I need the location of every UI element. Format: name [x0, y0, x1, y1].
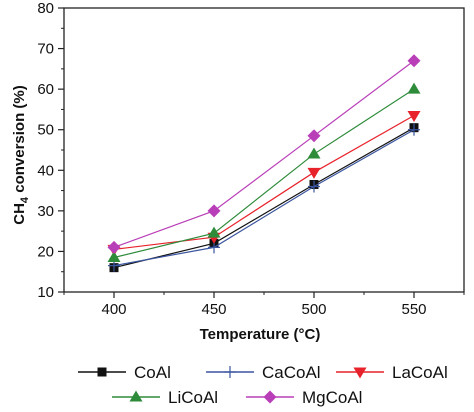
legend-item-coal: CoAl [78, 363, 171, 382]
series-line-licoal [113, 88, 415, 259]
axis-labels: Temperature (°C) CH4 conversion (%) [11, 85, 320, 343]
legend-label-cacoal: CaCoAl [262, 363, 321, 382]
x-axis-title: Temperature (°C) [200, 326, 321, 343]
series-coal [109, 123, 419, 273]
legend-marker-cacoal [224, 366, 236, 378]
series-cacoal [108, 123, 420, 272]
point-lacoal-500 [307, 167, 321, 179]
y-axis-title-suffix: conversion (%) [11, 85, 28, 197]
y-tick-label: 70 [37, 41, 54, 58]
point-mgcoal-400 [107, 240, 121, 254]
y-axis-title: CH4 conversion (%) [11, 85, 31, 224]
x-tick-label: 550 [401, 301, 426, 318]
point-cacoal-500 [308, 180, 320, 193]
point-licoal-400 [107, 251, 121, 263]
y-tick-label: 50 [37, 122, 54, 139]
legend-marker-mgcoal [263, 390, 277, 404]
x-tick-label: 450 [201, 301, 226, 318]
point-lacoal-550 [407, 111, 421, 123]
series-layer [107, 54, 421, 273]
legend-label-licoal: LiCoAl [168, 388, 218, 407]
axes: 10 20 30 40 50 60 70 80 400 450 500 550 [37, 0, 465, 318]
series-mgcoal [107, 54, 421, 254]
legend-marker-licoal [129, 390, 143, 402]
series-line-lacoal [113, 114, 415, 250]
x-tick-label: 400 [101, 301, 126, 318]
y-tick-label: 10 [37, 284, 54, 301]
point-mgcoal-500 [307, 129, 321, 143]
series-line-coal [113, 127, 415, 269]
point-mgcoal-550 [407, 54, 421, 68]
legend-item-mgcoal: MgCoAl [246, 388, 362, 407]
legend-label-coal: CoAl [134, 363, 171, 382]
series-line-cacoal [113, 129, 415, 267]
y-tick-label: 30 [37, 203, 54, 220]
y-tick-label: 40 [37, 162, 54, 179]
series-lacoal [107, 111, 421, 256]
point-mgcoal-450 [207, 204, 221, 218]
legend: CoAl CaCoAl LaCoAl LiCoAl MgCoAl [78, 363, 448, 407]
point-licoal-500 [307, 147, 321, 159]
legend-marker-coal [97, 367, 107, 377]
legend-item-licoal: LiCoAl [112, 388, 218, 407]
legend-marker-lacoal [353, 367, 367, 379]
y-axis-title-prefix: CH [11, 203, 28, 225]
point-cacoal-550 [408, 123, 420, 136]
x-tick-label: 500 [301, 301, 326, 318]
legend-item-cacoal: CaCoAl [206, 363, 321, 382]
legend-label-mgcoal: MgCoAl [302, 388, 362, 407]
y-tick-label: 60 [37, 81, 54, 98]
y-tick-label: 80 [37, 0, 54, 17]
legend-item-lacoal: LaCoAl [336, 363, 448, 382]
series-line-mgcoal [113, 60, 415, 248]
y-tick-label: 20 [37, 243, 54, 260]
series-licoal [107, 82, 421, 263]
point-licoal-550 [407, 82, 421, 94]
y-axis-title-subscript: 4 [19, 196, 31, 203]
plot-frame [63, 7, 465, 293]
legend-label-lacoal: LaCoAl [392, 363, 448, 382]
point-licoal-450 [207, 226, 221, 238]
